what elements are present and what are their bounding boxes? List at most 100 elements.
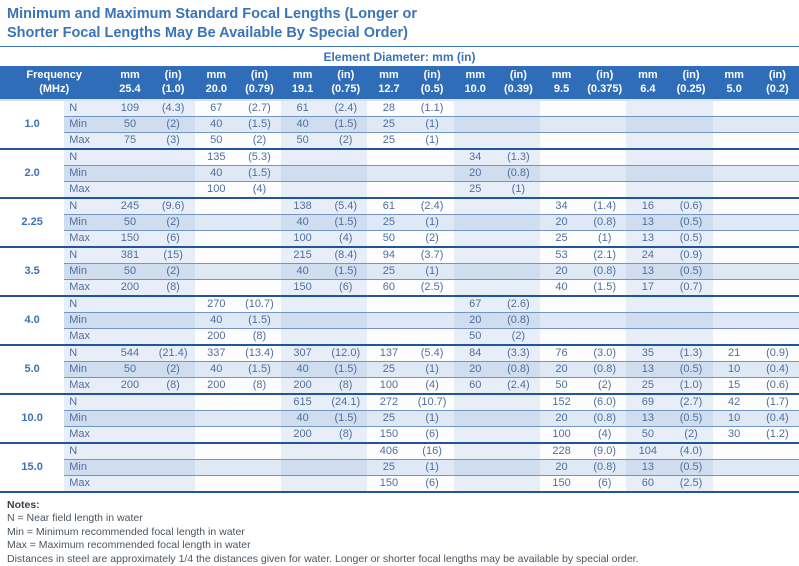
- data-cell: [152, 329, 195, 346]
- data-cell: 25: [454, 182, 497, 199]
- data-cell: [195, 411, 238, 427]
- row-label-cell: N: [64, 247, 108, 264]
- data-cell: (4): [238, 182, 281, 199]
- data-cell: [238, 394, 281, 411]
- data-cell: (0.4): [756, 362, 799, 378]
- data-cell: [626, 329, 669, 346]
- data-cell: [238, 443, 281, 460]
- row-label-cell: N: [64, 394, 108, 411]
- data-cell: 215: [281, 247, 324, 264]
- data-cell: [195, 280, 238, 297]
- data-cell: 150: [367, 427, 410, 444]
- data-cell: [152, 476, 195, 493]
- data-cell: [713, 182, 756, 199]
- data-cell: [454, 117, 497, 133]
- data-cell: [367, 149, 410, 166]
- row-label-cell: N: [64, 296, 108, 313]
- data-cell: 109: [108, 100, 151, 117]
- data-cell: 615: [281, 394, 324, 411]
- row-label-cell: N: [64, 149, 108, 166]
- data-cell: 40: [195, 166, 238, 182]
- data-cell: [669, 149, 712, 166]
- diameter-in-header: (in)(0.2): [756, 66, 799, 100]
- data-cell: (0.5): [669, 264, 712, 280]
- data-cell: 25: [367, 411, 410, 427]
- data-cell: [713, 280, 756, 297]
- frequency-cell: 1.0: [0, 100, 64, 149]
- data-cell: [713, 329, 756, 346]
- data-cell: [152, 443, 195, 460]
- data-cell: (1.3): [497, 149, 540, 166]
- data-cell: 100: [540, 427, 583, 444]
- row-label-cell: N: [64, 443, 108, 460]
- data-cell: (2): [152, 362, 195, 378]
- data-cell: [152, 166, 195, 182]
- frequency-cell: 4.0: [0, 296, 64, 345]
- data-cell: 200: [281, 427, 324, 444]
- data-cell: [583, 296, 626, 313]
- data-cell: [497, 443, 540, 460]
- data-cell: [540, 313, 583, 329]
- row-label-cell: Min: [64, 362, 108, 378]
- data-cell: [454, 427, 497, 444]
- data-cell: (0.9): [756, 345, 799, 362]
- data-cell: [626, 133, 669, 150]
- data-cell: 50: [108, 215, 151, 231]
- data-cell: (2): [583, 378, 626, 395]
- data-cell: 24: [626, 247, 669, 264]
- diameter-in-header: (in)(0.39): [497, 66, 540, 100]
- data-cell: [497, 460, 540, 476]
- data-cell: [669, 100, 712, 117]
- data-cell: 35: [626, 345, 669, 362]
- data-cell: [454, 247, 497, 264]
- data-cell: [324, 313, 367, 329]
- data-cell: [756, 100, 799, 117]
- data-cell: 60: [626, 476, 669, 493]
- data-cell: (1.5): [238, 313, 281, 329]
- data-cell: (3.7): [411, 247, 454, 264]
- data-cell: [195, 443, 238, 460]
- data-cell: [152, 411, 195, 427]
- data-cell: (2.5): [411, 280, 454, 297]
- data-cell: [497, 247, 540, 264]
- data-cell: [713, 215, 756, 231]
- data-cell: 40: [540, 280, 583, 297]
- notes-heading: Notes:: [7, 498, 791, 512]
- data-cell: 13: [626, 231, 669, 248]
- data-cell: (5.4): [324, 198, 367, 215]
- data-cell: [454, 411, 497, 427]
- data-cell: (1): [497, 182, 540, 199]
- data-cell: [497, 231, 540, 248]
- data-cell: [281, 460, 324, 476]
- data-cell: 16: [626, 198, 669, 215]
- data-cell: [583, 133, 626, 150]
- data-cell: [367, 313, 410, 329]
- data-cell: (2): [497, 329, 540, 346]
- data-cell: (2): [152, 117, 195, 133]
- data-cell: [756, 264, 799, 280]
- data-cell: [454, 215, 497, 231]
- data-cell: 25: [540, 231, 583, 248]
- data-cell: 406: [367, 443, 410, 460]
- data-cell: [626, 166, 669, 182]
- data-cell: [713, 460, 756, 476]
- data-cell: [324, 329, 367, 346]
- data-cell: [108, 476, 151, 493]
- data-cell: 200: [281, 378, 324, 395]
- data-cell: [411, 182, 454, 199]
- data-cell: (24.1): [324, 394, 367, 411]
- data-cell: [669, 117, 712, 133]
- data-cell: (16): [411, 443, 454, 460]
- data-cell: [497, 198, 540, 215]
- data-cell: 13: [626, 264, 669, 280]
